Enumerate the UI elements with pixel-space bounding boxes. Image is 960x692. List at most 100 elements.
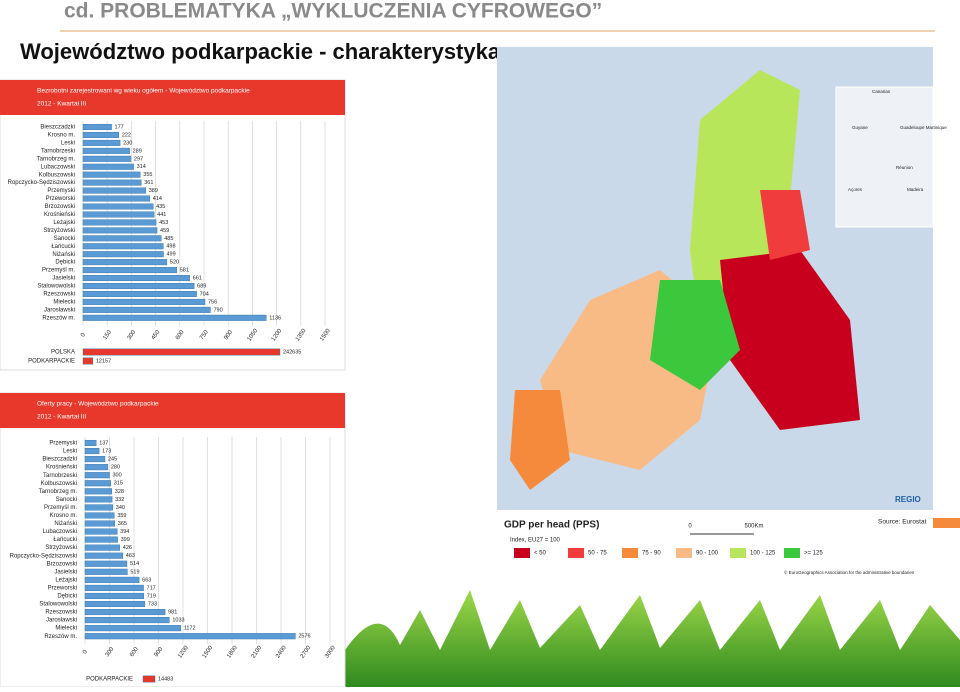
bar	[84, 512, 115, 519]
bar	[84, 584, 144, 591]
value-label: 661	[193, 276, 202, 282]
category-label: Brzozowski	[45, 204, 75, 210]
map-source: Source: Eurostat	[878, 519, 927, 526]
value-label: 242635	[283, 349, 301, 355]
legend-label: 75 - 90	[642, 551, 661, 557]
bar	[84, 496, 113, 503]
legend-label: >= 125	[804, 551, 823, 557]
value-label: 222	[122, 132, 131, 138]
category-label: Krosno m.	[50, 513, 78, 519]
bar	[84, 600, 146, 608]
value-label: 365	[118, 521, 127, 527]
x-tick-label: 300	[105, 646, 116, 658]
category-label: Sanocki	[56, 497, 77, 503]
bar	[82, 139, 121, 146]
value-label: 245	[108, 457, 117, 463]
bar	[82, 357, 94, 365]
panel	[0, 392, 346, 688]
category-label: Łańcucki	[51, 244, 75, 250]
category-label: PODKARPACKIE	[28, 359, 75, 365]
map-shape	[720, 250, 860, 430]
bar	[84, 520, 116, 527]
map-inset-label: Réunion	[896, 165, 913, 170]
x-tick-label: 150	[102, 329, 113, 341]
x-tick-label: 0	[80, 332, 87, 339]
map-inset-label: Guyane	[852, 125, 868, 130]
bar	[84, 592, 144, 599]
value-label: 173	[102, 449, 111, 455]
map-brand: REGIO	[895, 495, 921, 504]
category-label: Krośnieński	[44, 212, 75, 218]
map-shape	[760, 190, 810, 260]
bar	[84, 560, 128, 567]
value-label: 414	[153, 196, 162, 202]
bar	[82, 314, 267, 321]
category-label: Przemyśl m.	[42, 268, 75, 274]
bar	[84, 456, 106, 463]
category-label: Tarnobrzeski	[43, 473, 77, 479]
x-tick-label: 900	[154, 646, 165, 658]
bar	[84, 576, 140, 583]
bar	[84, 439, 97, 447]
value-label: 394	[120, 529, 129, 535]
value-label: 389	[149, 188, 158, 194]
panel-header	[0, 393, 345, 428]
category-label: Stalowowolski	[39, 602, 77, 608]
bar	[82, 290, 197, 297]
map-scale: 500Km	[744, 524, 763, 530]
map-legend-bg	[497, 510, 933, 580]
value-label: 289	[133, 148, 142, 154]
category-label: Brzozowski	[47, 561, 77, 567]
value-label: 280	[111, 465, 120, 471]
category-label: Przeworski	[48, 585, 77, 591]
legend-swatch	[676, 548, 692, 558]
bar	[82, 211, 155, 218]
category-label: Niżański	[54, 521, 77, 527]
value-label: 1136	[269, 315, 281, 321]
map-inset-label: Guadeloupe Martinique	[900, 125, 947, 130]
header-title: cd. PROBLEMATYKA „WYKLUCZENIA CYFROWEGO”	[64, 0, 602, 23]
bar	[82, 259, 168, 266]
category-label: Leski	[63, 449, 77, 455]
category-label: Sanocki	[54, 236, 75, 242]
value-label: 441	[157, 212, 166, 218]
category-label: Lubaczowski	[41, 164, 75, 170]
map-inset-label: Açores	[848, 187, 863, 192]
map-inset-label: Madeira	[907, 187, 924, 192]
x-tick-label: 600	[129, 646, 140, 658]
bar	[84, 633, 296, 640]
bar	[84, 544, 120, 551]
category-label: Przemyski	[49, 441, 77, 447]
bar	[82, 275, 190, 282]
panel	[0, 79, 346, 371]
x-tick-label: 0	[82, 649, 89, 656]
bar	[82, 187, 146, 194]
category-label: Dębicki	[57, 594, 77, 600]
legend-swatch	[730, 548, 746, 558]
bar	[82, 179, 142, 186]
value-label: 1033	[172, 618, 184, 624]
value-label: 790	[213, 307, 222, 313]
category-label: Strzyżowski	[45, 545, 77, 551]
bar	[82, 283, 195, 289]
map-credit: © EuroGeographics Association for the ad…	[784, 569, 915, 575]
map-scale: 0	[688, 524, 692, 530]
bar	[84, 480, 111, 487]
bar	[82, 348, 281, 356]
chart-title: Oferty pracy - Województwo podkarpackie	[37, 401, 159, 408]
category-label: Ropczycko-Sędziszowski	[10, 553, 77, 559]
category-label: Leżajski	[55, 577, 77, 583]
map-inset-label: Canarias	[872, 89, 891, 94]
bar	[82, 306, 211, 313]
chart-title: Bezrobotni zarejestrowani wg wieku ogółe…	[37, 88, 250, 95]
value-label: 314	[137, 164, 146, 170]
bar	[82, 227, 158, 234]
value-label: 315	[114, 481, 123, 487]
category-label: Jarosławski	[44, 307, 75, 313]
bar	[82, 124, 112, 130]
value-label: 361	[144, 180, 153, 186]
category-label: Tarnobrzeski	[41, 148, 75, 154]
legend-label: 100 - 125	[750, 551, 776, 557]
bar	[84, 568, 128, 575]
